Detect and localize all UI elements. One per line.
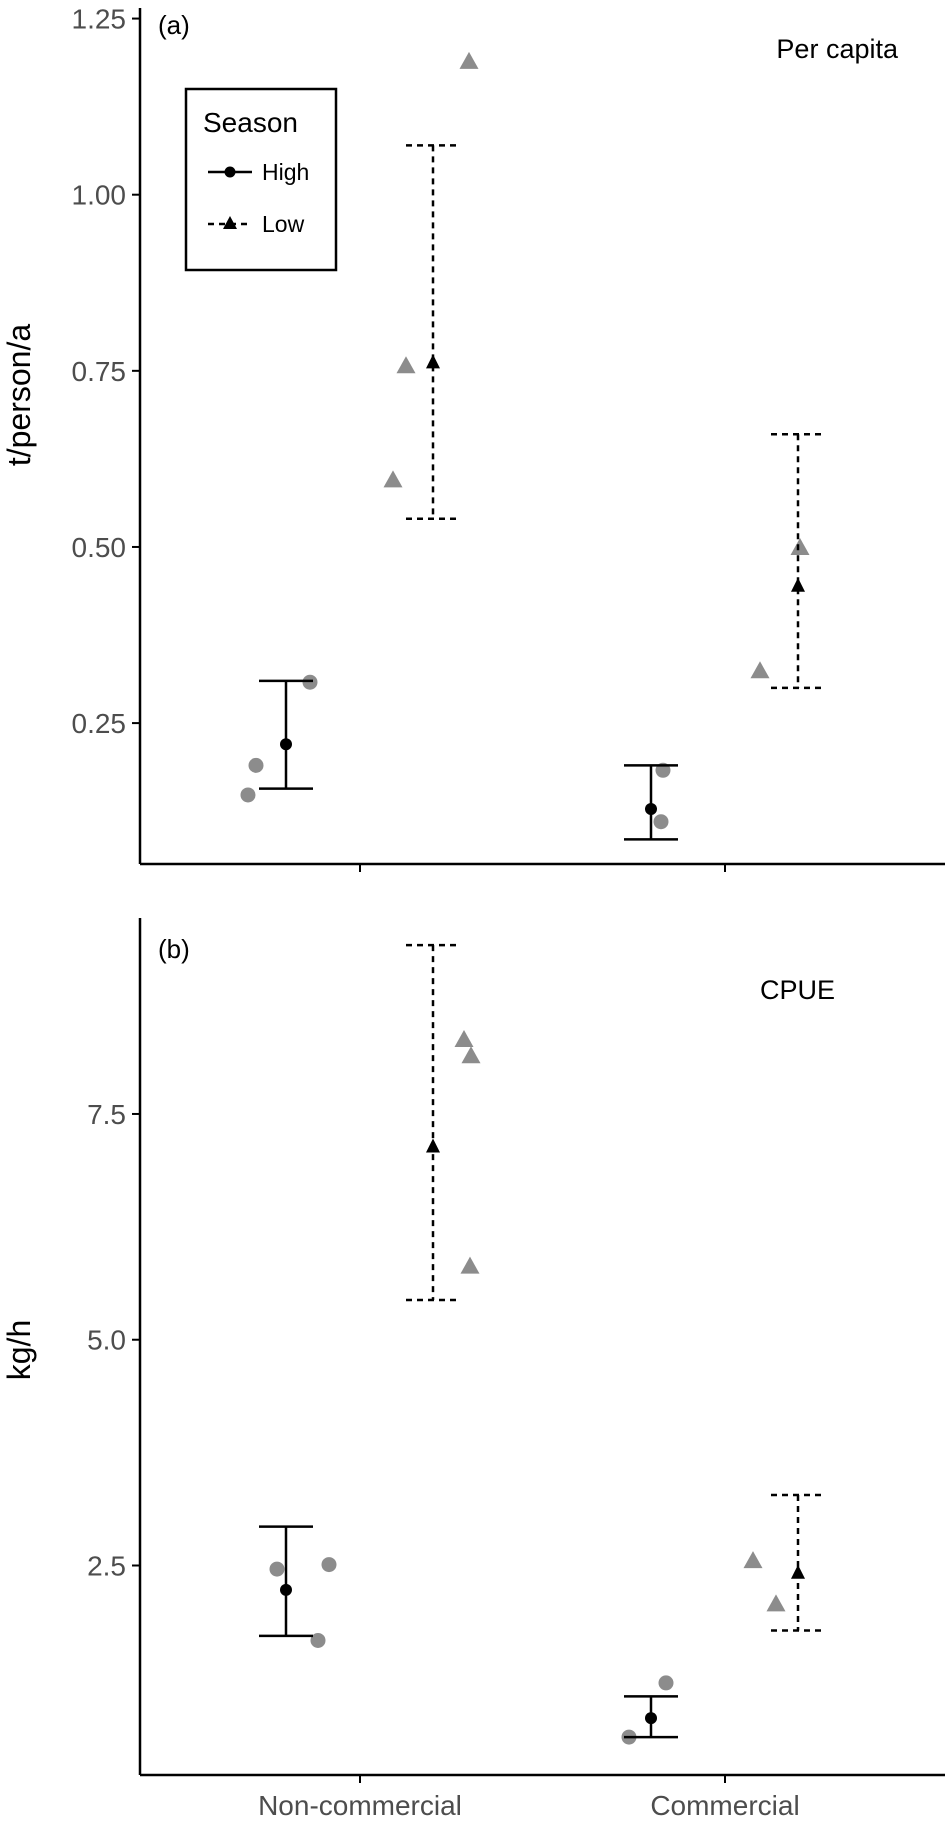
- panel-a-y-tick-label: 0.25: [72, 708, 127, 739]
- panel-a-tag: (a): [158, 10, 190, 40]
- panel-a-raw-point-low: [791, 538, 810, 555]
- panel-b-x-tick-label: Commercial: [650, 1790, 799, 1817]
- panel-a-y-axis-title: t/person/a: [1, 324, 37, 467]
- panel-per-capita: (a) Per capita t/person/a 0.25 0.50 0.75 1.…: [1, 4, 945, 872]
- panel-a-raw-point-low: [397, 356, 416, 373]
- panel-a-raw-point-low: [460, 52, 479, 69]
- panel-b-mean-point-high: [645, 1712, 657, 1724]
- panel-b-raw-point-low: [462, 1046, 481, 1063]
- panel-b-mean-point-low: [791, 1565, 805, 1579]
- panel-b-y-tick-label: 7.5: [87, 1099, 126, 1130]
- panel-a-mean-point-low: [791, 578, 805, 592]
- panel-b-raw-point-low: [461, 1257, 480, 1274]
- panel-a-y-tick-label: 0.75: [72, 356, 127, 387]
- panel-b-y-axis-title: kg/h: [1, 1320, 37, 1380]
- panel-b-raw-point-high: [322, 1557, 337, 1572]
- panel-a-title: Per capita: [776, 34, 899, 64]
- panel-b-y-tick-label: 2.5: [87, 1550, 126, 1581]
- panel-b-title: CPUE: [760, 975, 835, 1005]
- panel-a-y-tick-label: 0.50: [72, 532, 127, 563]
- panel-b-axes: 2.5 5.0 7.5 Non-commercial Commercial: [87, 918, 945, 1817]
- panel-a-raw-point-high: [249, 758, 264, 773]
- legend: Season High Low: [186, 89, 336, 270]
- panel-a-raw-point-high: [303, 675, 318, 690]
- panel-a-raw-point-low: [384, 470, 403, 487]
- panel-a-mean-point-high: [280, 738, 292, 750]
- panel-b-y-tick-label: 5.0: [87, 1325, 126, 1356]
- panel-a-y-tick-label: 1.00: [72, 180, 127, 211]
- panel-b-raw-point-low: [767, 1594, 786, 1611]
- panel-a-mean-point-low: [426, 354, 440, 368]
- panel-a-raw-point-high: [241, 787, 256, 802]
- panel-b-marks: [259, 945, 825, 1744]
- panel-a-y-tick-label: 1.25: [72, 4, 127, 35]
- panel-b-raw-point-high: [659, 1675, 674, 1690]
- legend-title: Season: [203, 107, 298, 138]
- legend-high-label: High: [262, 159, 309, 185]
- panel-a-raw-point-high: [654, 814, 669, 829]
- panel-b-raw-point-high: [270, 1562, 285, 1577]
- legend-high-point: [225, 167, 236, 178]
- panel-b-x-tick-label: Non-commercial: [258, 1790, 462, 1817]
- panel-b-mean-point-high: [280, 1584, 292, 1596]
- panel-a-mean-point-high: [645, 803, 657, 815]
- panel-b-raw-point-low: [455, 1030, 474, 1047]
- legend-low-label: Low: [262, 211, 305, 237]
- panel-a-raw-point-low: [751, 661, 770, 678]
- panel-b-tag: (b): [158, 934, 190, 964]
- panel-cpue: (b) CPUE kg/h 2.5 5.0 7.5 Non-commercial Com…: [1, 918, 945, 1817]
- panel-b-mean-point-low: [426, 1138, 440, 1152]
- panel-b-raw-point-low: [744, 1551, 763, 1568]
